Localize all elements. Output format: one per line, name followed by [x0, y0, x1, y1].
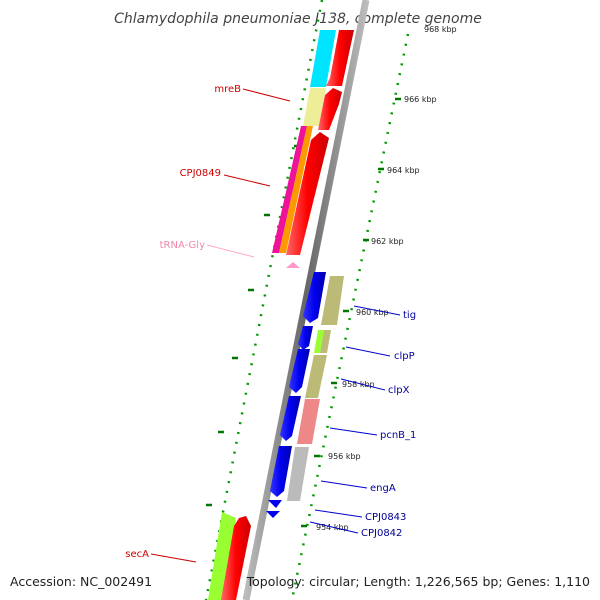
cog-bar-engA	[287, 447, 309, 501]
cog-bar-khaki	[303, 88, 326, 126]
label-clpX[interactable]: clpX	[388, 385, 410, 396]
cog-bar-tig	[321, 276, 344, 325]
cog-bar-pcnB_1	[297, 399, 320, 444]
gene-bar-clpX	[289, 349, 310, 393]
label-engA[interactable]: engA	[370, 483, 396, 494]
map-title: Chlamydophila pneumoniae J138, complete …	[114, 11, 482, 27]
label-CPJ0842[interactable]: CPJ0842	[361, 528, 402, 539]
label-CPJ0843[interactable]: CPJ0843	[365, 512, 406, 523]
forward-label-lines	[150, 88, 291, 563]
cog-bar-magenta	[272, 126, 307, 253]
cog-bar-clpP-khaki	[320, 330, 331, 353]
outer-dotted-ruler	[290, 33, 410, 600]
gene-bar-clpP	[298, 326, 313, 350]
gene-bar-secA	[221, 516, 251, 600]
cog-bar-clpX	[305, 355, 327, 398]
gene-bar-CPJ0849	[286, 132, 329, 255]
label-CPJ0849[interactable]: CPJ0849	[180, 168, 221, 179]
cog-bar-secA	[208, 512, 236, 600]
label-clpP[interactable]: clpP	[394, 351, 415, 362]
topology-text: Topology: circular; Length: 1,226,565 bp…	[246, 574, 590, 589]
tick-label-960: 960 kbp	[356, 308, 389, 317]
tick-label-966: 966 kbp	[404, 95, 437, 104]
trna-marker	[286, 262, 300, 268]
tick-label-968: 968 kbp	[424, 25, 457, 34]
trna-label-line	[206, 244, 255, 258]
cog-bar-cyan	[310, 30, 336, 87]
accession-text: Accession: NC_002491	[10, 574, 152, 589]
tick-label-958: 958 kbp	[342, 380, 375, 389]
gene-bar-tig	[303, 272, 326, 323]
gene-bar-mreB	[318, 88, 342, 130]
gene-bar-engA	[270, 446, 292, 497]
genome-backbone	[242, 0, 370, 600]
tick-marks	[301, 97, 401, 528]
gene-bar-red-top	[326, 30, 354, 86]
gene-bar-CPJ0842	[266, 511, 280, 518]
reverse-label-lines	[309, 305, 401, 534]
tick-label-962: 962 kbp	[371, 237, 404, 246]
inner-dotted-ruler	[204, 0, 324, 600]
label-tig[interactable]: tig	[403, 310, 416, 321]
gene-bar-CPJ0843	[268, 500, 282, 508]
tick-label-964: 964 kbp	[387, 166, 420, 175]
label-tRNA-Gly[interactable]: tRNA-Gly	[160, 240, 205, 251]
cog-bar-orange	[279, 126, 313, 253]
label-pcnB_1[interactable]: pcnB_1	[380, 430, 416, 441]
cog-bar-clpP-green	[314, 330, 324, 353]
gene-bar-pcnB_1	[280, 396, 301, 441]
label-secA[interactable]: secA	[125, 549, 149, 560]
label-mreB[interactable]: mreB	[214, 84, 241, 95]
tick-label-956: 956 kbp	[328, 452, 361, 461]
